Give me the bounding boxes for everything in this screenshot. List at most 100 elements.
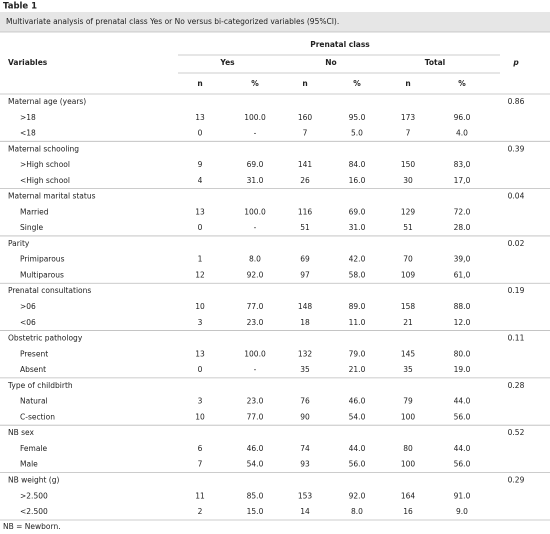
cell: 15.0 [247,507,264,516]
cell: 56.0 [349,460,366,469]
cell: 148 [298,302,313,311]
row-label: Primiparous [20,255,65,264]
cell: 153 [298,491,313,500]
cell: 129 [401,207,416,216]
cell: 31.0 [349,223,366,232]
cell: 0 [198,129,203,138]
cell: 72.0 [454,207,471,216]
variables-header: Variables [8,58,48,67]
cell: 5.0 [351,129,363,138]
cell: 132 [298,349,313,358]
cell: 116 [298,207,313,216]
cell: 44.0 [454,444,471,453]
cell: 80 [403,444,413,453]
cell: 23.0 [247,318,264,327]
cell: 96.0 [454,113,471,122]
cell: 3 [198,397,203,406]
group-label: Maternal marital status [8,192,96,201]
p-header: p [512,58,519,67]
cell: 35 [403,365,413,374]
row-label: >2.500 [20,491,48,500]
cell: 150 [401,160,416,169]
row-label: Married [20,207,49,216]
group-label: Type of childbirth [7,381,73,390]
cell: 89.0 [349,302,366,311]
group-label: NB weight (g) [8,475,59,484]
cell: 160 [298,113,313,122]
cell: 79.0 [349,349,366,358]
cell: 14 [300,507,310,516]
cell: 95.0 [349,113,366,122]
cell: 4.0 [456,129,468,138]
cell: 16.0 [349,176,366,185]
cell: 70 [403,255,413,264]
subcolumn-header: n [405,79,410,88]
cell: 26 [300,176,310,185]
p-value: 0.04 [508,192,525,201]
cell: 11.0 [349,318,366,327]
cell: 74 [300,444,310,453]
p-value: 0.02 [508,239,525,248]
column-header: Yes [219,58,235,67]
caption-band [0,12,550,32]
cell: 9 [198,160,203,169]
cell: 88.0 [454,302,471,311]
cell: 2 [198,507,203,516]
cell: 100.0 [244,113,266,122]
cell: 145 [401,349,416,358]
p-value: 0.11 [508,334,525,343]
cell: 3 [198,318,203,327]
cell: 6 [198,444,203,453]
cell: 100 [401,460,416,469]
cell: 7 [198,460,203,469]
cell: 90 [300,412,310,421]
cell: - [254,129,257,138]
cell: 28.0 [454,223,471,232]
cell: 13 [195,207,205,216]
p-value: 0.86 [508,97,525,106]
row-label: <06 [20,318,36,327]
cell: 39,0 [454,255,471,264]
row-label: Natural [20,397,48,406]
subcolumn-header: % [353,79,361,88]
cell: 93 [300,460,310,469]
row-label: C-section [20,412,55,421]
p-value: 0.52 [508,428,525,437]
p-value: 0.39 [508,144,525,153]
cell: 69.0 [247,160,264,169]
cell: 46.0 [349,397,366,406]
group-label: Maternal age (years) [8,97,86,106]
column-header: No [325,58,336,67]
cell: - [254,365,257,374]
cell: 13 [195,113,205,122]
cell: 56.0 [454,412,471,421]
table-title: Table 1 [3,2,37,12]
cell: 0 [198,365,203,374]
cell: 12.0 [454,318,471,327]
cell: 16 [403,507,413,516]
cell: 51 [403,223,413,232]
cell: 31.0 [247,176,264,185]
cell: 100.0 [244,349,266,358]
cell: 92.0 [247,270,264,279]
cell: 58.0 [349,270,366,279]
cell: 54.0 [349,412,366,421]
cell: 109 [401,270,416,279]
cell: 42.0 [349,255,366,264]
row-label: <High school [20,176,70,185]
cell: 10 [195,302,205,311]
row-label: >High school [20,160,70,169]
subcolumn-header: % [458,79,466,88]
column-header: Total [425,58,446,67]
row-label: Absent [20,365,46,374]
p-value: 0.28 [508,381,525,390]
cell: 54.0 [247,460,264,469]
cell: 12 [195,270,205,279]
cell: 13 [195,349,205,358]
cell: 18 [300,318,310,327]
cell: 23.0 [247,397,264,406]
cell: 76 [300,397,310,406]
cell: 77.0 [247,412,264,421]
row-label: <2.500 [20,507,48,516]
